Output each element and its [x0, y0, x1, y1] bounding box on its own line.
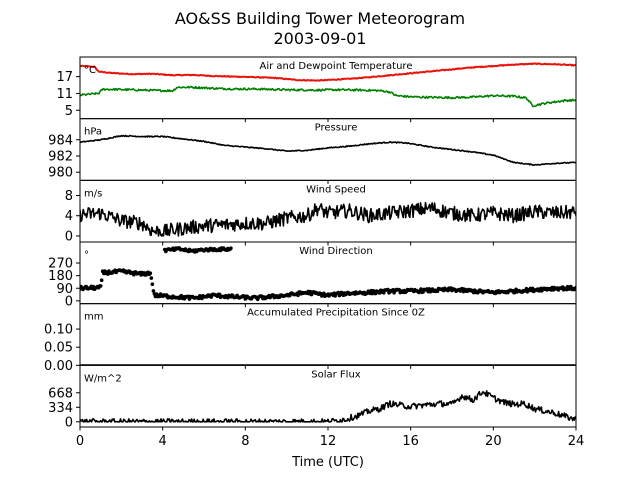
- panel-title: Air and Dewpoint Temperature: [260, 61, 413, 72]
- wind-direction-point: [99, 278, 104, 283]
- y-tick-label: 5: [65, 104, 73, 119]
- series-line-6-1: [80, 390, 576, 423]
- wind-direction-point: [149, 276, 154, 280]
- y-tick-label: 4: [65, 209, 73, 224]
- series-line-1-1: [80, 62, 576, 82]
- panel-3: Wind Speed m/s 0 4 8: [65, 179, 577, 246]
- y-tick-label: 11: [56, 87, 73, 102]
- y-tick-label: 984: [48, 133, 73, 148]
- series-line-2-1: [80, 134, 576, 167]
- panel-unit: m/s: [84, 188, 102, 199]
- panel-title: Solar Flux: [311, 369, 361, 380]
- panels-group: Air and Dewpoint Temperature °C 5 11 17 Press…: [44, 56, 577, 431]
- wind-direction-point: [382, 291, 386, 295]
- panel-title: Accumulated Precipitation Since 0Z: [247, 308, 425, 319]
- y-tick-label: 180: [48, 269, 73, 284]
- chart-title: AO&SS Building Tower Meteorogram: [175, 9, 465, 28]
- wind-direction-point: [148, 271, 153, 276]
- y-tick-label: 270: [48, 257, 73, 272]
- wind-direction-point: [386, 287, 390, 292]
- series-dots-4-2: [162, 246, 233, 254]
- wind-direction-point: [377, 291, 382, 295]
- y-tick-label: 0: [65, 294, 73, 309]
- x-tick-label: 16: [402, 434, 419, 449]
- y-tick-label: 980: [48, 166, 73, 181]
- y-tick-label: 668: [48, 386, 73, 401]
- wind-direction-point: [296, 293, 300, 298]
- y-tick-label: 0.10: [44, 323, 73, 338]
- series-line-1-2: [80, 85, 576, 108]
- x-axis: 0 4 8 12 16 20 24: [76, 434, 584, 449]
- y-tick-label: 0: [65, 229, 73, 244]
- wind-direction-point: [151, 289, 156, 293]
- y-tick-label: 982: [48, 149, 73, 164]
- panel-5: Accumulated Precipitation Since 0Z mm 0.00…: [44, 303, 577, 374]
- y-tick-label: 90: [56, 282, 73, 297]
- wind-direction-point: [243, 297, 248, 301]
- x-tick-label: 8: [241, 434, 249, 449]
- y-tick-label: 0.00: [44, 359, 73, 374]
- chart-subtitle: 2003-09-01: [274, 29, 367, 48]
- wind-direction-point: [435, 289, 440, 294]
- series-dots-4-1: [80, 268, 576, 302]
- panel-unit: °: [84, 250, 89, 261]
- panel-unit: °C: [84, 65, 96, 76]
- y-tick-label: 334: [48, 401, 73, 416]
- series-line-3-1: [80, 201, 576, 237]
- wind-direction-point: [131, 272, 136, 277]
- x-axis-label: Time (UTC): [291, 455, 364, 470]
- panel-unit: W/m^2: [84, 373, 122, 384]
- panel-title: Wind Speed: [306, 184, 366, 195]
- x-tick-label: 24: [568, 434, 585, 449]
- y-tick-label: 17: [56, 70, 73, 85]
- y-tick-label: 0: [65, 415, 73, 430]
- x-tick-label: 4: [159, 434, 167, 449]
- panel-unit: mm: [84, 312, 103, 323]
- panel-title: Wind Direction: [299, 246, 373, 257]
- wind-direction-point: [419, 287, 423, 291]
- wind-direction-point: [150, 282, 155, 287]
- panel-unit: hPa: [84, 127, 102, 138]
- x-tick-label: 12: [320, 434, 337, 449]
- panel-title: Pressure: [315, 123, 358, 134]
- wind-direction-point: [229, 246, 233, 250]
- y-tick-label: 0.05: [44, 341, 73, 356]
- panel-1: Air and Dewpoint Temperature °C 5 11 17: [56, 56, 577, 123]
- y-tick-label: 8: [65, 189, 73, 204]
- x-tick-label: 0: [76, 434, 84, 449]
- x-tick-label: 20: [485, 434, 502, 449]
- wind-direction-point: [98, 284, 103, 288]
